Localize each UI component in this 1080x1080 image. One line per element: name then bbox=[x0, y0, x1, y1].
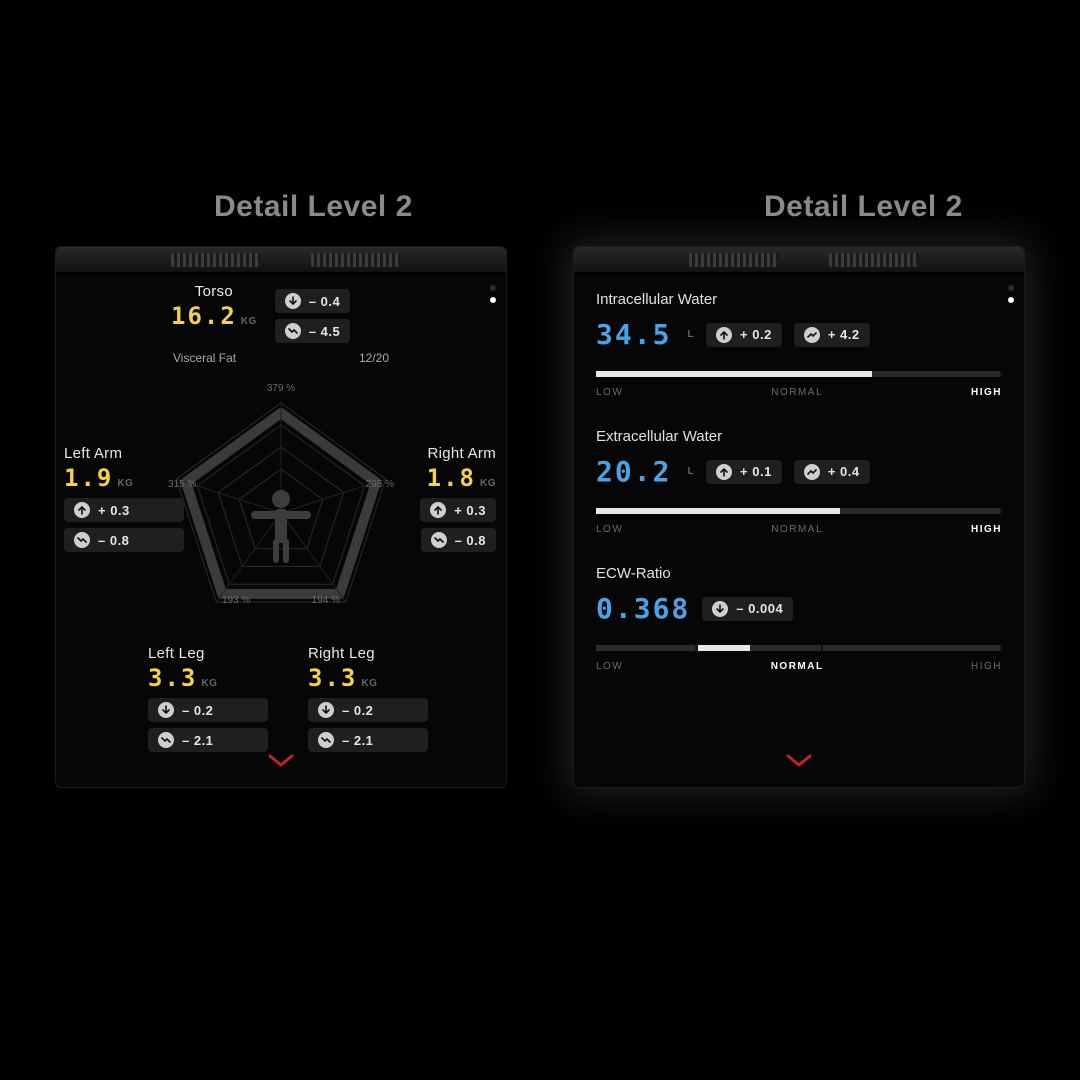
right-leg-unit: KG bbox=[361, 678, 377, 689]
zone-normal: NORMAL bbox=[771, 524, 823, 535]
left-arm-value: 1.9 bbox=[64, 464, 113, 492]
zone-normal: NORMAL bbox=[771, 661, 824, 672]
visceral-fat-value: 12/20 bbox=[359, 351, 389, 365]
left-arm-unit: KG bbox=[117, 478, 133, 489]
zone-labels: LOW NORMAL HIGH bbox=[596, 524, 1002, 535]
torso-label: Torso bbox=[171, 283, 257, 300]
metric-label: Intracellular Water bbox=[596, 291, 1002, 308]
left-leg-unit: KG bbox=[201, 678, 217, 689]
metric-delta-0: + 0.1 bbox=[706, 460, 782, 484]
zone-labels: LOW NORMAL HIGH bbox=[596, 387, 1002, 398]
left-leg-label: Left Leg bbox=[148, 645, 268, 662]
metric-delta-1: + 0.4 bbox=[794, 460, 870, 484]
metric-0: Intracellular Water 34.5 L + 0.2 + 4.2 LOW NOR… bbox=[596, 291, 1002, 398]
device-right: Intracellular Water 34.5 L + 0.2 + 4.2 LOW NOR… bbox=[573, 246, 1025, 788]
right-leg-value: 3.3 bbox=[308, 664, 357, 692]
right-leg-label: Right Leg bbox=[308, 645, 428, 662]
panel-right-title: Detail Level 2 bbox=[764, 190, 963, 224]
radar-pct-ll: 193 % bbox=[222, 595, 250, 606]
arrow-down-icon bbox=[285, 293, 301, 309]
segment-torso: Torso 16.2 KG – 0.4 – 4.5 Visceral Fat 12… bbox=[171, 283, 391, 365]
metric-value: 20.2 bbox=[596, 455, 671, 488]
right-arm-delta-1: + 0.3 bbox=[420, 498, 496, 522]
scroll-down-button[interactable] bbox=[785, 752, 813, 775]
radar-chart bbox=[151, 383, 411, 643]
segment-left-arm: Left Arm 1.9 KG + 0.3 – 0.8 bbox=[64, 445, 184, 552]
torso-unit: KG bbox=[241, 316, 257, 327]
torso-delta-2: – 4.5 bbox=[275, 319, 350, 343]
zone-low: LOW bbox=[596, 387, 623, 398]
zone-high: HIGH bbox=[971, 387, 1002, 398]
segment-right-arm: Right Arm 1.8 KG + 0.3 – 0.8 bbox=[376, 445, 496, 552]
metric-2: ECW-Ratio 0.368 – 0.004 LOW NORMAL HIGH bbox=[596, 565, 1002, 672]
metric-delta-0: – 0.004 bbox=[702, 597, 793, 621]
down-icon bbox=[712, 601, 728, 617]
right-arm-label: Right Arm bbox=[376, 445, 496, 462]
trend-down-icon bbox=[285, 323, 301, 339]
left-leg-value: 3.3 bbox=[148, 664, 197, 692]
person-icon bbox=[251, 490, 311, 563]
trend-down-icon bbox=[158, 732, 174, 748]
metric-1: Extracellular Water 20.2 L + 0.1 + 0.4 LOW NOR… bbox=[596, 428, 1002, 535]
left-arm-delta-2: – 0.8 bbox=[64, 528, 184, 552]
left-leg-delta-1: – 0.2 bbox=[148, 698, 268, 722]
scroll-down-button[interactable] bbox=[267, 752, 295, 775]
up-icon bbox=[716, 464, 732, 480]
segment-right-leg: Right Leg 3.3 KG – 0.2 – 2.1 bbox=[308, 645, 428, 752]
arrow-up-icon bbox=[74, 502, 90, 518]
metric-unit: L bbox=[687, 466, 694, 477]
device-right-topbar bbox=[574, 247, 1024, 273]
segment-left-leg: Left Leg 3.3 KG – 0.2 – 2.1 bbox=[148, 645, 268, 752]
arrow-down-icon bbox=[318, 702, 334, 718]
device-left-topbar bbox=[56, 247, 506, 273]
zone-high: HIGH bbox=[971, 661, 1002, 672]
trend-down-icon bbox=[318, 732, 334, 748]
zone-labels: LOW NORMAL HIGH bbox=[596, 661, 1002, 672]
zone-normal: NORMAL bbox=[771, 387, 823, 398]
right-arm-value: 1.8 bbox=[427, 464, 476, 492]
arrow-down-icon bbox=[158, 702, 174, 718]
left-arm-delta-1: + 0.3 bbox=[64, 498, 184, 522]
metric-value: 0.368 bbox=[596, 592, 690, 625]
arrow-up-icon bbox=[430, 502, 446, 518]
range-bar bbox=[596, 508, 1002, 514]
right-leg-delta-1: – 0.2 bbox=[308, 698, 428, 722]
device-left: Torso 16.2 KG – 0.4 – 4.5 Visceral Fat 12… bbox=[55, 246, 507, 788]
radar-pct-top: 379 % bbox=[267, 383, 295, 394]
zone-low: LOW bbox=[596, 524, 623, 535]
trend-up-icon bbox=[804, 327, 820, 343]
trend-down-icon bbox=[431, 532, 447, 548]
trend-down-icon bbox=[74, 532, 90, 548]
left-arm-label: Left Arm bbox=[64, 445, 184, 462]
metric-label: ECW-Ratio bbox=[596, 565, 1002, 582]
metric-value: 34.5 bbox=[596, 318, 671, 351]
range-bar bbox=[596, 645, 1002, 651]
right-arm-delta-2: – 0.8 bbox=[421, 528, 496, 552]
metric-delta-0: + 0.2 bbox=[706, 323, 782, 347]
panel-left-title: Detail Level 2 bbox=[214, 190, 413, 224]
left-leg-delta-2: – 2.1 bbox=[148, 728, 268, 752]
metric-label: Extracellular Water bbox=[596, 428, 1002, 445]
radar-pct-lr: 194 % bbox=[312, 595, 340, 606]
right-arm-unit: KG bbox=[480, 478, 496, 489]
metric-unit: L bbox=[687, 329, 694, 340]
torso-delta-1: – 0.4 bbox=[275, 289, 350, 313]
zone-high: HIGH bbox=[971, 524, 1002, 535]
torso-value: 16.2 bbox=[171, 302, 237, 330]
range-bar bbox=[596, 371, 1002, 377]
page-indicator[interactable] bbox=[1008, 285, 1014, 303]
right-leg-delta-2: – 2.1 bbox=[308, 728, 428, 752]
zone-low: LOW bbox=[596, 661, 623, 672]
up-icon bbox=[716, 327, 732, 343]
metric-delta-1: + 4.2 bbox=[794, 323, 870, 347]
visceral-fat-label: Visceral Fat bbox=[173, 351, 236, 365]
trend-up-icon bbox=[804, 464, 820, 480]
